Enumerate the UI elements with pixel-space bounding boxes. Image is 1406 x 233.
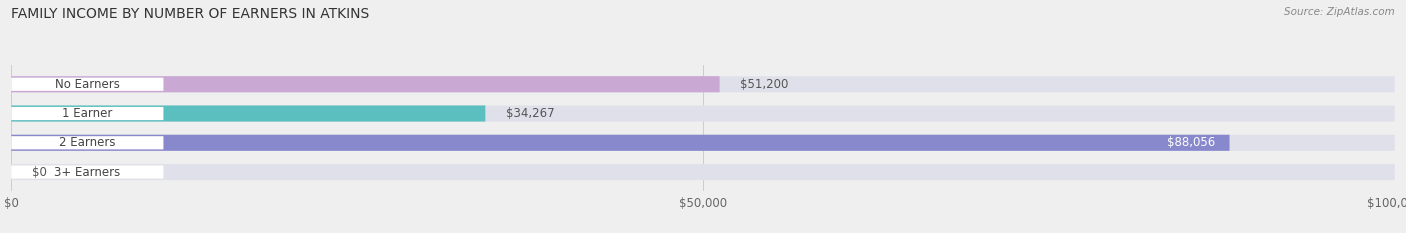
FancyBboxPatch shape <box>11 107 163 120</box>
Text: $51,200: $51,200 <box>741 78 789 91</box>
FancyBboxPatch shape <box>11 106 1395 122</box>
Text: $88,056: $88,056 <box>1167 136 1216 149</box>
FancyBboxPatch shape <box>11 135 1229 151</box>
FancyBboxPatch shape <box>11 106 485 122</box>
Text: $0: $0 <box>32 165 46 178</box>
FancyBboxPatch shape <box>11 135 1395 151</box>
FancyBboxPatch shape <box>11 76 720 92</box>
Text: 3+ Earners: 3+ Earners <box>55 165 121 178</box>
FancyBboxPatch shape <box>11 165 163 179</box>
Text: 1 Earner: 1 Earner <box>62 107 112 120</box>
Text: FAMILY INCOME BY NUMBER OF EARNERS IN ATKINS: FAMILY INCOME BY NUMBER OF EARNERS IN AT… <box>11 7 370 21</box>
FancyBboxPatch shape <box>11 164 1395 180</box>
FancyBboxPatch shape <box>11 78 163 91</box>
Text: $34,267: $34,267 <box>506 107 555 120</box>
Text: Source: ZipAtlas.com: Source: ZipAtlas.com <box>1284 7 1395 17</box>
Text: No Earners: No Earners <box>55 78 120 91</box>
FancyBboxPatch shape <box>11 136 163 149</box>
Text: 2 Earners: 2 Earners <box>59 136 115 149</box>
FancyBboxPatch shape <box>11 76 1395 92</box>
